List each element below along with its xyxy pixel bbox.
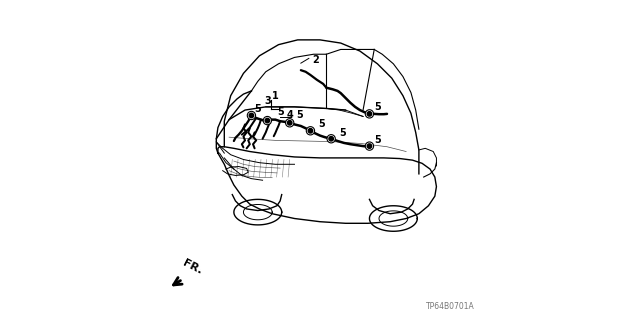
Circle shape [247,111,255,120]
Text: 3: 3 [264,96,271,107]
Text: 2: 2 [312,55,319,65]
Circle shape [365,142,374,150]
Text: 5: 5 [277,107,284,117]
Circle shape [263,116,271,125]
Text: TP64B0701A: TP64B0701A [426,302,475,311]
Text: FR.: FR. [181,258,204,277]
Circle shape [265,118,269,123]
Text: 5: 5 [296,110,303,121]
Text: 5: 5 [319,119,325,129]
Text: 5: 5 [374,102,381,112]
Circle shape [367,144,372,148]
Circle shape [307,127,315,135]
Circle shape [287,121,292,125]
Circle shape [367,112,372,116]
Text: 5: 5 [339,128,346,138]
Text: 4: 4 [287,110,293,121]
Circle shape [327,135,335,143]
Circle shape [329,137,333,141]
Text: 5: 5 [374,135,381,145]
Circle shape [249,113,253,118]
Circle shape [365,110,374,118]
Circle shape [285,119,294,127]
Text: 1: 1 [272,91,279,101]
Circle shape [308,129,313,133]
Text: 5: 5 [255,104,261,114]
